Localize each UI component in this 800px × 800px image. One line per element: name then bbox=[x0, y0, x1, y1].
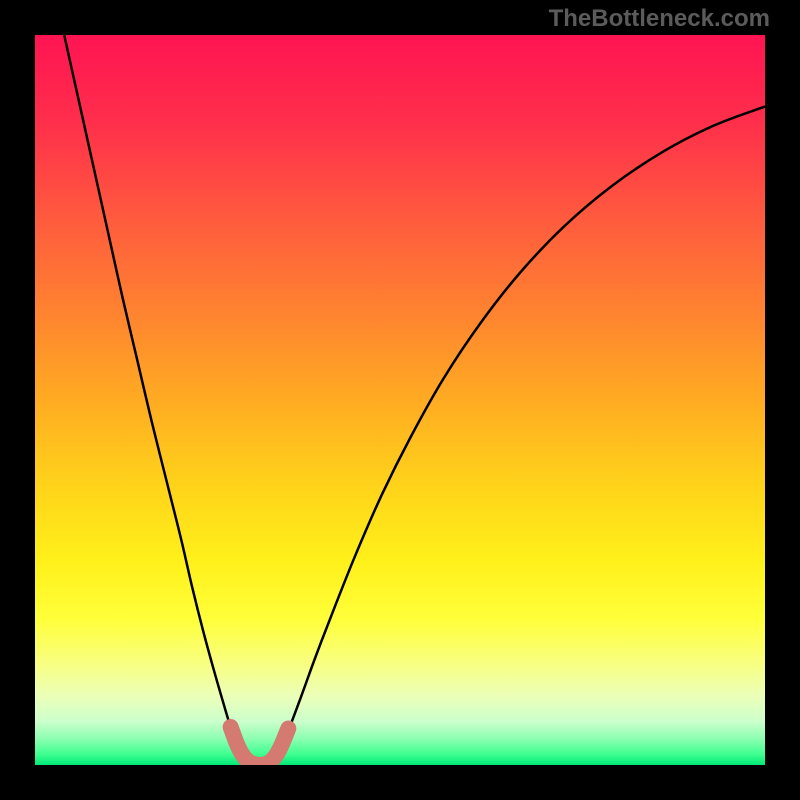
gradient-background bbox=[35, 35, 765, 765]
plot-svg bbox=[35, 35, 765, 765]
watermark-text: TheBottleneck.com bbox=[549, 5, 770, 33]
plot-area bbox=[35, 35, 765, 765]
